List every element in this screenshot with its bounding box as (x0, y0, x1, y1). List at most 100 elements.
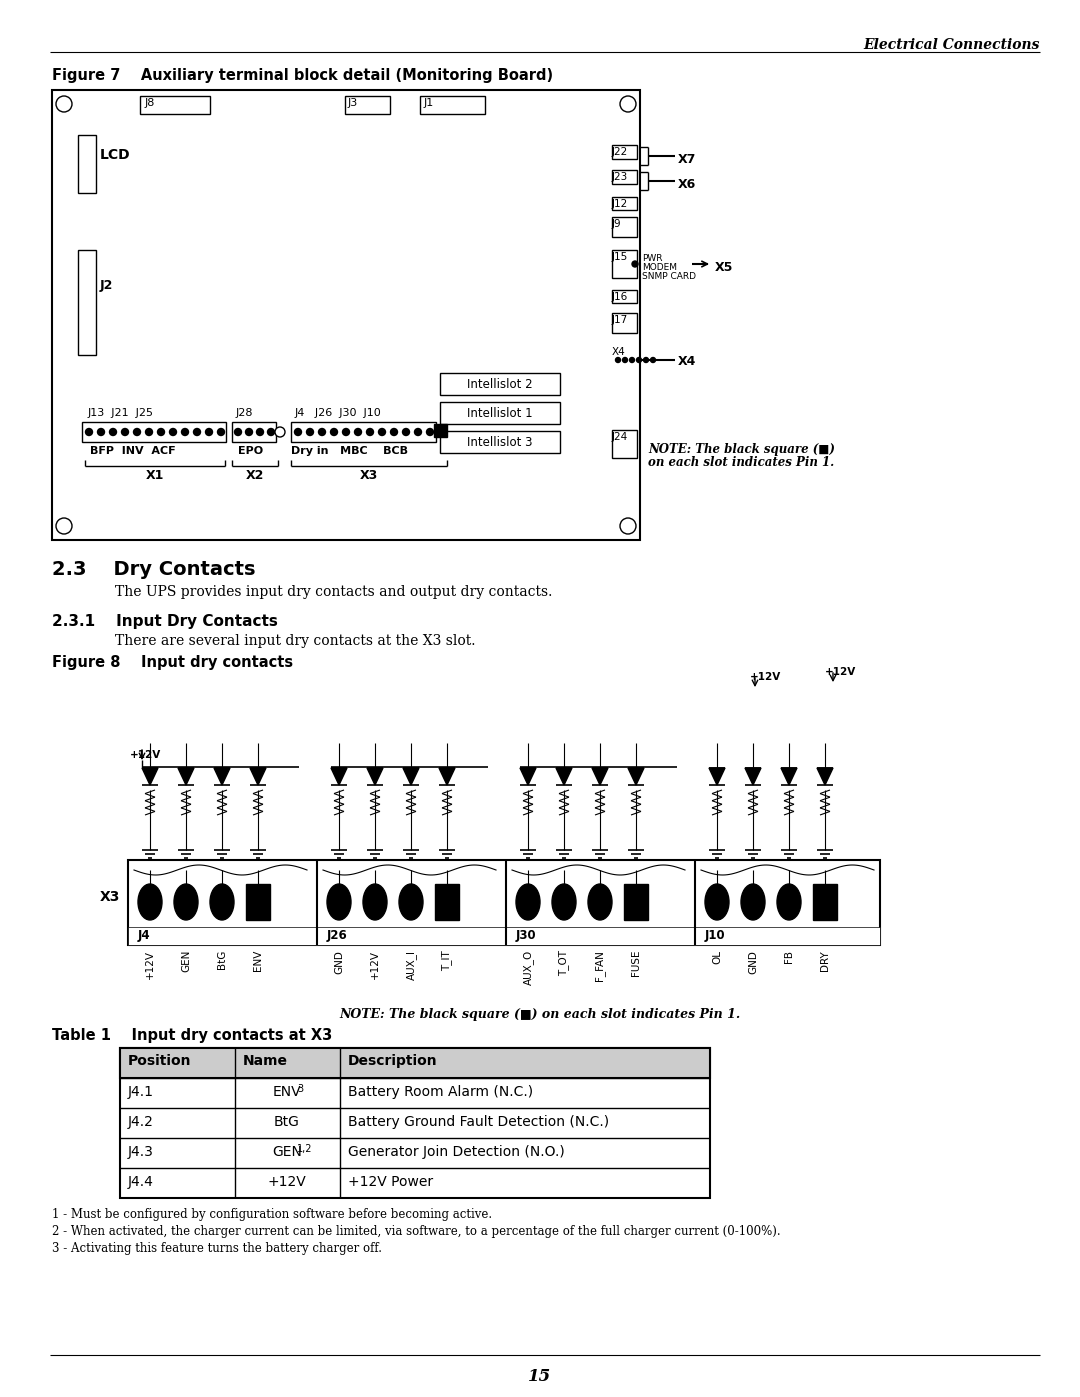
Bar (291, 422, 436, 441)
Text: 2.3.1    Input Dry Contacts: 2.3.1 Input Dry Contacts (52, 615, 278, 629)
Text: J8: J8 (145, 98, 156, 108)
Circle shape (275, 427, 285, 437)
Polygon shape (627, 768, 644, 785)
Text: J2: J2 (100, 278, 113, 292)
Text: J4.1: J4.1 (129, 1085, 154, 1099)
Text: BtG: BtG (274, 1115, 300, 1129)
Text: FB: FB (784, 950, 794, 963)
Circle shape (616, 358, 621, 362)
Circle shape (366, 429, 374, 436)
Text: BFP  INV  ACF: BFP INV ACF (90, 446, 176, 455)
Ellipse shape (174, 884, 198, 921)
Text: J9: J9 (612, 219, 622, 229)
Circle shape (632, 261, 638, 267)
Circle shape (630, 358, 635, 362)
Circle shape (644, 358, 648, 362)
Ellipse shape (399, 884, 423, 921)
Bar (612, 291, 637, 303)
Bar (246, 884, 270, 921)
Text: +12V: +12V (370, 950, 380, 979)
Ellipse shape (741, 884, 765, 921)
Text: OL: OL (712, 950, 723, 964)
Text: 2 - When activated, the charger current can be limited, via software, to a perce: 2 - When activated, the charger current … (52, 1225, 781, 1238)
Ellipse shape (516, 884, 540, 921)
Text: Name: Name (243, 1053, 288, 1067)
Circle shape (158, 429, 164, 436)
Text: J22: J22 (612, 147, 629, 156)
Circle shape (354, 429, 362, 436)
Text: BtG: BtG (217, 950, 227, 970)
Bar (434, 425, 447, 437)
Bar (129, 861, 880, 944)
Text: X7: X7 (678, 154, 697, 166)
Circle shape (403, 429, 409, 436)
Polygon shape (214, 768, 230, 785)
Bar (120, 1048, 710, 1199)
Text: J4: J4 (138, 929, 150, 942)
Circle shape (109, 429, 117, 436)
Bar (612, 430, 637, 458)
Text: PWR: PWR (642, 254, 662, 263)
Text: LCD: LCD (100, 148, 131, 162)
Circle shape (268, 429, 274, 436)
Text: X3: X3 (100, 890, 120, 904)
Bar (120, 1048, 710, 1078)
Circle shape (342, 429, 350, 436)
Bar (129, 928, 880, 944)
Text: The UPS provides input dry contacts and output dry contacts.: The UPS provides input dry contacts and … (114, 585, 552, 599)
Text: on each slot indicates Pin 1.: on each slot indicates Pin 1. (648, 455, 834, 469)
Bar (78, 136, 96, 193)
Text: ENV: ENV (253, 950, 264, 971)
Text: 1,2: 1,2 (297, 1144, 312, 1154)
Text: 2.3    Dry Contacts: 2.3 Dry Contacts (52, 560, 256, 578)
Bar (624, 884, 648, 921)
Polygon shape (141, 768, 158, 785)
Bar (440, 373, 561, 395)
Text: X4: X4 (678, 355, 697, 367)
Text: J4   J26  J30  J10: J4 J26 J30 J10 (295, 408, 381, 418)
Text: X3: X3 (360, 469, 378, 482)
Text: EPO: EPO (238, 446, 264, 455)
Text: T_IT: T_IT (442, 950, 453, 971)
Bar (82, 422, 226, 441)
Text: Description: Description (348, 1053, 437, 1067)
Circle shape (181, 429, 189, 436)
Text: X6: X6 (678, 177, 697, 191)
Polygon shape (745, 768, 761, 785)
Text: J10: J10 (705, 929, 726, 942)
Text: J17: J17 (612, 314, 629, 326)
Bar (612, 145, 637, 159)
Text: J4.3: J4.3 (129, 1146, 153, 1160)
Text: J24: J24 (612, 432, 629, 441)
Text: SNMP CARD: SNMP CARD (642, 272, 696, 281)
Circle shape (295, 429, 301, 436)
Bar (78, 250, 96, 355)
Polygon shape (438, 768, 455, 785)
Circle shape (121, 429, 129, 436)
Text: +12V: +12V (145, 950, 156, 979)
Bar (232, 422, 276, 441)
Text: AUX_O: AUX_O (523, 950, 534, 985)
Text: FUSE: FUSE (631, 950, 642, 977)
Text: J15: J15 (612, 251, 629, 263)
Text: There are several input dry contacts at the X3 slot.: There are several input dry contacts at … (114, 634, 475, 648)
Bar (140, 96, 210, 115)
Text: J26: J26 (327, 929, 348, 942)
Text: Electrical Connections: Electrical Connections (864, 38, 1040, 52)
Bar (52, 89, 640, 541)
Ellipse shape (363, 884, 387, 921)
Text: NOTE: The black square (■) on each slot indicates Pin 1.: NOTE: The black square (■) on each slot … (339, 1009, 741, 1021)
Text: J12: J12 (612, 198, 629, 210)
Text: +12V: +12V (130, 750, 161, 760)
Text: AUX_I: AUX_I (406, 950, 417, 981)
Text: +12V: +12V (825, 666, 856, 678)
Ellipse shape (705, 884, 729, 921)
Polygon shape (708, 768, 725, 785)
Circle shape (97, 429, 105, 436)
Text: 1 - Must be configured by configuration software before becoming active.: 1 - Must be configured by configuration … (52, 1208, 492, 1221)
Text: Figure 8    Input dry contacts: Figure 8 Input dry contacts (52, 655, 293, 671)
Circle shape (319, 429, 325, 436)
Text: MODEM: MODEM (642, 263, 677, 272)
Circle shape (307, 429, 313, 436)
Circle shape (217, 429, 225, 436)
